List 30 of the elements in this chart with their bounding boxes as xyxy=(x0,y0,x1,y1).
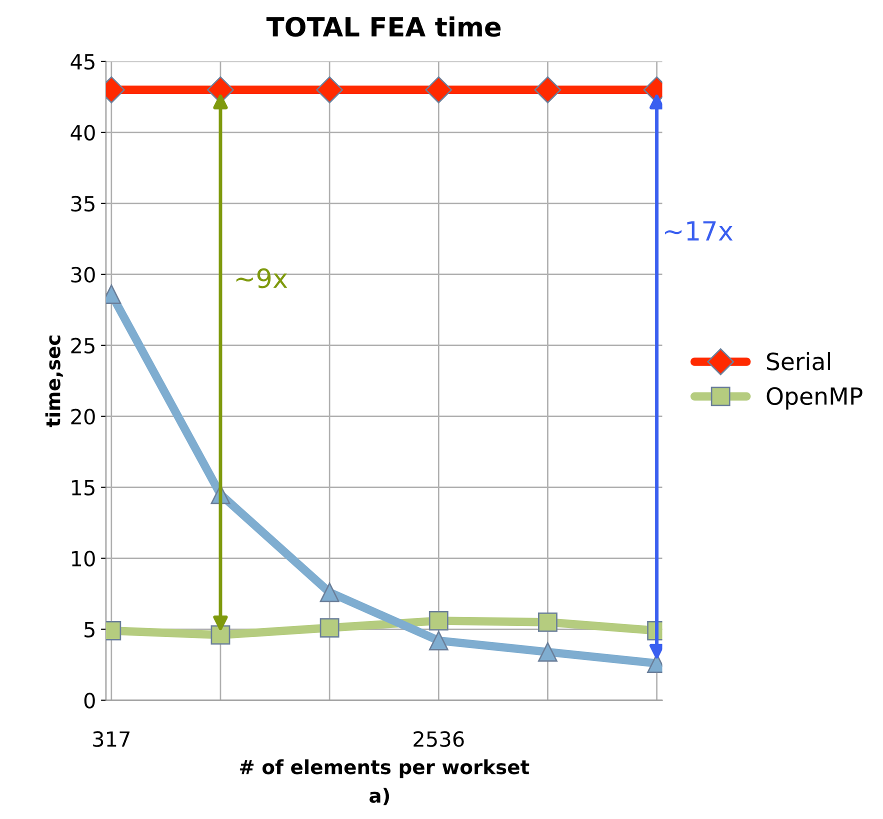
y-tick-label: 25 xyxy=(71,338,94,354)
chart-title: TOTAL FEA time xyxy=(266,16,501,37)
point xyxy=(538,612,558,632)
annotation: ~9x xyxy=(236,268,288,288)
text: a) xyxy=(370,788,390,806)
text: ~17x xyxy=(665,221,733,240)
y-tick-label: 40 xyxy=(70,124,95,141)
y-tick-label: 0 xyxy=(84,692,95,708)
y-tick-label: 10 xyxy=(72,550,95,566)
y-tick-label: 45 xyxy=(70,54,94,70)
point xyxy=(210,625,230,645)
x-tick-label: 317 xyxy=(93,731,130,747)
y-axis-title: time,sec xyxy=(45,336,63,428)
y-tick-label: 30 xyxy=(71,266,95,283)
point xyxy=(538,642,558,662)
x-axis-title: # of elements per workset xyxy=(240,759,530,778)
point xyxy=(425,76,452,104)
point xyxy=(320,618,340,638)
y-tick-label: 20 xyxy=(71,408,95,425)
y-tick-label: 5 xyxy=(84,622,94,638)
point xyxy=(316,76,344,104)
point xyxy=(428,630,448,650)
point xyxy=(428,611,448,630)
point xyxy=(320,582,340,602)
point xyxy=(534,76,562,104)
y-tick-label: 35 xyxy=(71,196,94,212)
legend-label: OpenMP xyxy=(766,387,862,410)
x-tick-label: 2536 xyxy=(414,731,464,747)
legend-label: Serial xyxy=(767,352,830,370)
y-tick-label: 15 xyxy=(72,480,94,496)
